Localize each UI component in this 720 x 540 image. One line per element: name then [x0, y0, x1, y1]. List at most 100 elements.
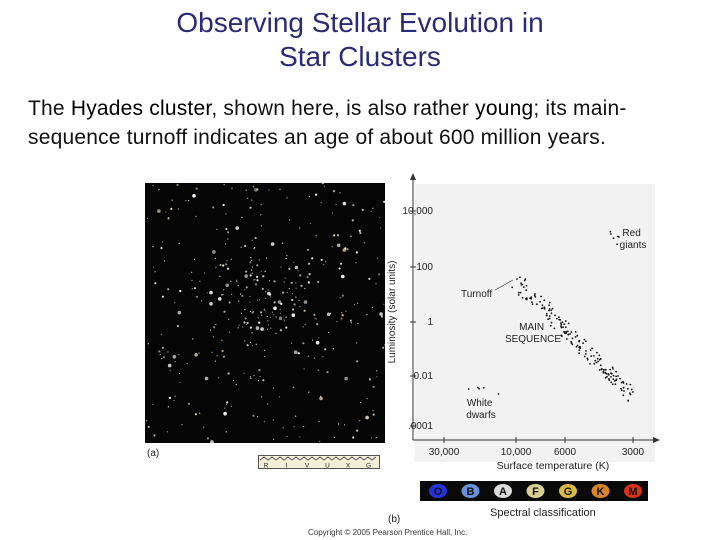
star: [253, 248, 255, 250]
star: [280, 302, 283, 305]
star: [285, 326, 288, 329]
star: [299, 306, 301, 308]
star: [165, 211, 167, 213]
star: [179, 372, 181, 374]
star-point: [566, 330, 569, 333]
star: [174, 302, 176, 304]
star: [293, 426, 295, 428]
star-point: [602, 370, 605, 373]
star: [307, 262, 311, 265]
star: [299, 274, 302, 277]
star: [294, 265, 299, 270]
star: [338, 423, 340, 425]
star: [195, 295, 198, 298]
star-point: [477, 386, 479, 389]
star: [235, 226, 239, 230]
star-point: [623, 390, 625, 392]
star: [331, 246, 333, 248]
star: [284, 277, 286, 279]
star: [203, 426, 205, 428]
star: [288, 267, 291, 270]
star: [161, 346, 164, 349]
star: [178, 354, 180, 356]
star: [246, 321, 249, 325]
star: [194, 413, 197, 416]
star: [218, 377, 220, 379]
star: [254, 283, 258, 286]
star: [260, 225, 262, 227]
filter-label: V: [305, 463, 310, 470]
star: [323, 263, 325, 265]
star: [223, 289, 225, 291]
star: [267, 320, 269, 322]
star: [260, 270, 262, 272]
star: [246, 344, 249, 347]
star: [279, 308, 281, 310]
star: [265, 297, 267, 299]
turnoff-pointer: [494, 279, 514, 291]
star: [323, 185, 325, 187]
star: [355, 251, 358, 254]
star: [250, 377, 252, 379]
star-point: [615, 375, 617, 378]
star: [357, 322, 359, 324]
star: [249, 301, 251, 303]
star-point: [618, 236, 620, 238]
star-point: [550, 309, 553, 312]
star: [209, 302, 213, 306]
star-point: [604, 369, 606, 371]
star-point: [630, 388, 633, 391]
star-point: [622, 382, 625, 384]
slide-title: Observing Stellar Evolution in Star Clus…: [0, 6, 720, 74]
star: [221, 339, 223, 341]
star: [263, 308, 265, 310]
star: [245, 286, 248, 289]
star-point: [530, 296, 533, 298]
star-point: [571, 343, 574, 346]
star: [236, 279, 238, 281]
star: [244, 289, 246, 291]
star: [153, 266, 155, 268]
star-point: [611, 366, 614, 369]
star-point: [548, 301, 551, 304]
star: [379, 227, 382, 229]
star: [292, 292, 294, 295]
star: [279, 312, 282, 314]
star-point: [609, 368, 611, 371]
star-point: [561, 335, 563, 337]
star-point: [511, 286, 514, 289]
annotation-red-giants: Red giants: [620, 228, 647, 251]
star: [291, 313, 296, 317]
star: [227, 238, 229, 240]
star: [320, 258, 323, 261]
star-point: [541, 307, 544, 309]
star: [372, 207, 374, 209]
star: [160, 333, 162, 335]
star: [283, 318, 285, 320]
y-tick-label: .0001: [408, 421, 433, 432]
star: [192, 194, 196, 198]
star: [235, 383, 237, 385]
star: [225, 243, 227, 245]
star: [379, 312, 383, 316]
star-point: [523, 279, 526, 282]
star: [261, 396, 263, 398]
x-tick-label: 10,000: [501, 447, 532, 458]
star: [363, 242, 366, 244]
star: [341, 312, 343, 314]
star: [344, 247, 347, 250]
star: [291, 298, 294, 302]
star: [231, 293, 233, 295]
star: [352, 436, 355, 439]
spectral-class-label: B: [467, 486, 475, 498]
star: [307, 355, 309, 357]
star-point: [570, 331, 573, 333]
y-axis-label: Luminosity (solar units): [387, 261, 398, 364]
star: [160, 246, 163, 250]
star: [226, 401, 229, 404]
star: [158, 350, 161, 353]
star: [264, 270, 266, 272]
star: [271, 311, 274, 313]
star: [336, 234, 340, 237]
star-point: [593, 362, 596, 365]
